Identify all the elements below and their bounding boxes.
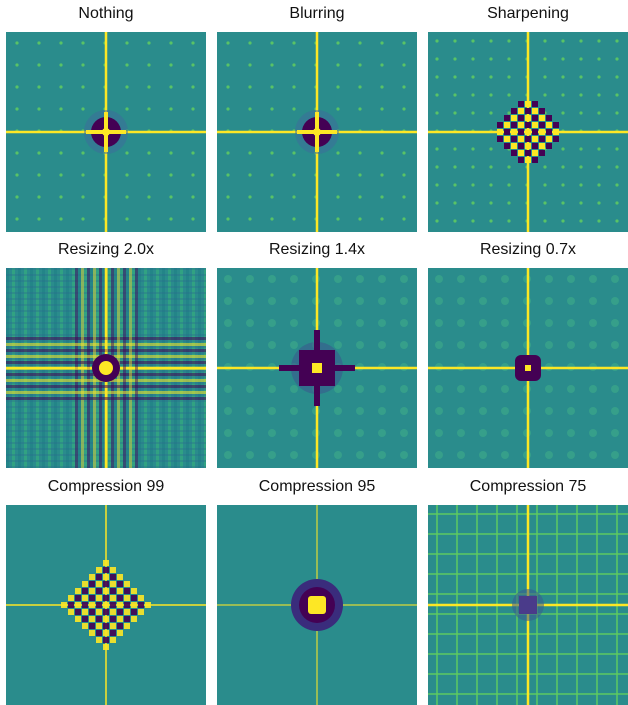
- panel-title: Resizing 0.7x: [479, 241, 577, 258]
- spectrum-svg: [6, 505, 206, 705]
- panel-title: Compression 99: [47, 478, 165, 495]
- spectrum-svg: [428, 32, 628, 232]
- spectrum-svg: [217, 32, 417, 232]
- panel-title: Resizing 1.4x: [268, 241, 366, 258]
- panel-title: Nothing: [78, 5, 134, 22]
- spectrum-image: [217, 268, 417, 468]
- spectrum-image: [6, 505, 206, 705]
- panel-title: Compression 95: [258, 478, 376, 495]
- spectrum-svg: [6, 268, 206, 468]
- spectrum-image: [6, 268, 206, 468]
- spectrum-svg: [6, 32, 206, 232]
- spectrum-image: [428, 505, 628, 705]
- panel-title: Resizing 2.0x: [57, 241, 155, 258]
- panel-title: Sharpening: [487, 5, 569, 22]
- panel-title: Compression 75: [469, 478, 587, 495]
- spectrum-image: [428, 32, 628, 232]
- spectrum-image: [217, 32, 417, 232]
- spectrum-svg: [428, 505, 628, 705]
- spectrum-image: [217, 505, 417, 705]
- panel-title: Blurring: [289, 5, 345, 22]
- spectrum-image: [428, 268, 628, 468]
- spectrum-svg: [217, 505, 417, 705]
- spectrum-svg: [428, 268, 628, 468]
- spectrum-svg: [217, 268, 417, 468]
- spectrum-image: [6, 32, 206, 232]
